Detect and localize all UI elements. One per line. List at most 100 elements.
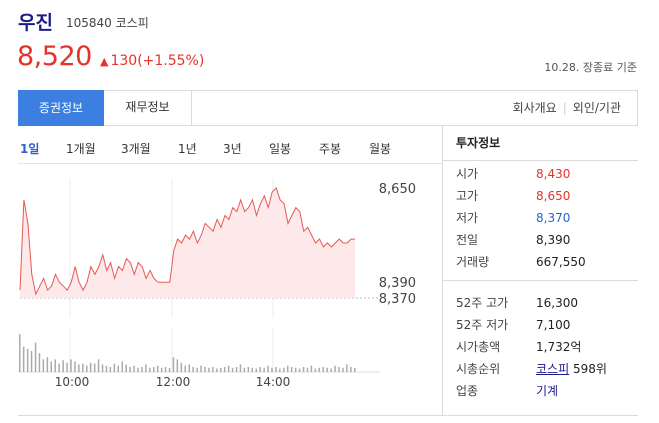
bottom-divider [18,415,638,416]
info-label: 전일 [456,233,479,247]
y-tick-label: 8,390 [379,276,416,291]
volume-bar [109,367,112,372]
info-value: 8,650 [536,189,571,203]
volume-bar [220,367,222,372]
kospi-link[interactable]: 코스피 [536,362,570,376]
up-arrow-icon: ▲ [100,55,109,68]
foreign-institution-link[interactable]: 외인/기관 [572,101,621,115]
x-tick-label: 14:00 [256,375,291,389]
info-label: 52주 고가 [456,296,509,310]
company-overview-link[interactable]: 회사개요 [512,101,557,115]
x-tick-label: 10:00 [55,375,90,389]
volume-bar [50,361,52,372]
volume-bar [314,368,317,372]
volume-bar [231,367,234,372]
volume-bar [168,367,171,372]
period-daily[interactable]: 일봉 [269,142,292,156]
volume-bar [223,367,226,372]
investment-info-panel: 투자정보 [456,134,638,156]
info-label: 업종 [456,384,479,398]
volume-bar [86,365,88,372]
volume-bar [184,365,186,372]
volume-bar [113,363,116,372]
volume-bar [82,363,84,372]
volume-bar [164,367,167,372]
volume-bar [330,368,332,372]
info-label: 시총순위 [456,362,501,376]
info-label: 52주 저가 [456,318,509,332]
volume-bar [188,364,190,372]
volume-bar [121,361,123,372]
volume-bar [279,368,281,372]
volume-bar [338,367,340,372]
volume-bar [235,367,238,372]
volume-bar [259,367,261,372]
volume-bar [141,367,143,372]
volume-bar [149,367,151,372]
volume-bar [192,367,194,372]
y-tick-label: 8,650 [379,182,416,197]
volume-bar [354,367,356,372]
volume-bar [58,363,60,372]
price-change: ▲ 130(+1.55%) [100,53,204,69]
info-value: 8,370 [536,211,571,225]
volume-bar [153,367,155,372]
info-value: 7,100 [536,318,571,332]
info-row-52w-high: 52주 고가 16,300 [456,294,578,311]
info-label: 시가 [456,167,479,181]
volume-bar [62,360,64,372]
tab-financial-info[interactable]: 재무정보 [104,90,192,126]
tab-securities-info[interactable]: 증권정보 [18,90,104,126]
info-row-industry: 업종 기계 [456,382,558,399]
info-value: 8,390 [536,233,571,247]
volume-bar [176,359,179,372]
volume-bar [117,365,119,372]
period-3m[interactable]: 3개월 [121,142,151,156]
volume-bar [129,367,131,372]
volume-bar [227,365,230,372]
volume-bar [172,357,175,372]
volume-bar [275,367,277,372]
volume-bar [137,367,139,372]
volume-bar [322,367,324,372]
volume-bar [208,367,210,372]
info-label: 저가 [456,211,479,225]
volume-bar [125,364,127,372]
y-tick-label: 8,370 [379,292,416,307]
volume-bar [196,367,198,372]
volume-bar [298,368,301,372]
period-1d[interactable]: 1일 [20,142,40,156]
info-row-low: 저가 8,370 [456,209,570,226]
industry-link[interactable]: 기계 [536,384,559,398]
period-1m[interactable]: 1개월 [66,142,96,156]
volume-bar [204,367,206,372]
period-monthly[interactable]: 월봉 [369,142,392,156]
info-row-cap-rank: 시총순위 코스피 598위 [456,360,607,377]
volume-bar [74,361,76,372]
info-value: 667,550 [536,255,586,269]
volume-bar [247,367,250,372]
volume-bar [46,357,49,372]
info-value: 8,430 [536,167,571,181]
volume-bar [342,367,344,372]
rank-value: 598위 [572,362,607,376]
volume-bar [212,367,214,372]
info-row-prev: 전일 8,390 [456,231,570,248]
volume-bar [350,367,352,372]
volume-bar [346,364,348,372]
volume-bar [294,367,297,372]
volume-bar [26,348,29,372]
volume-bar [267,365,269,372]
period-1y[interactable]: 1년 [178,142,197,156]
period-weekly[interactable]: 주봉 [319,142,342,156]
volume-bar [19,334,21,372]
info-label: 거래량 [456,255,490,269]
volume-bar [326,367,328,372]
period-3y[interactable]: 3년 [223,142,242,156]
volume-bar [310,365,313,372]
volume-bar [133,365,135,372]
volume-bar [101,364,104,372]
info-value: 16,300 [536,296,578,310]
volume-bar [97,359,100,372]
